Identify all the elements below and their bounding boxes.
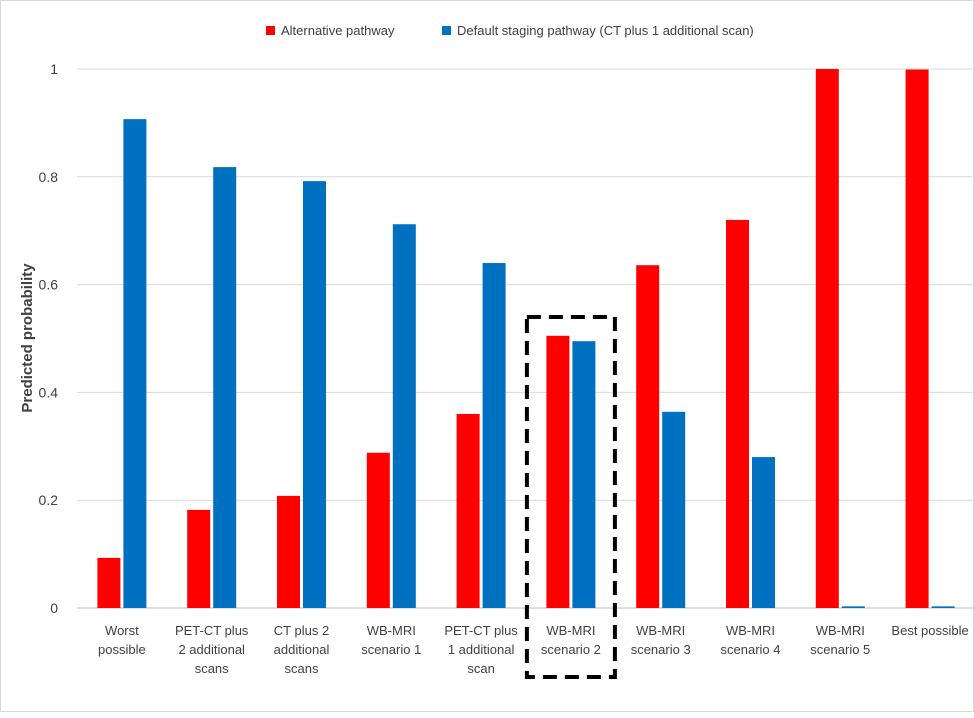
bar-alternative-8 [726,219,749,609]
x-tick-label-line: 2 additional [178,642,245,657]
y-tick-label: 1 [50,61,58,77]
x-tick-label: WB-MRI scenario 3 [631,623,691,657]
bar-alternative-6 [546,335,570,608]
x-tick-label: WB-MRI scenario 1 [361,623,421,657]
y-axis-ticks: 0 0.2 0.4 0.6 0.8 1 [39,61,59,616]
bar-alternative-2 [187,509,211,608]
x-tick-label-line: scans [285,661,319,676]
legend-swatch-alternative [266,26,275,35]
bar-alternative-9 [815,69,839,608]
bar-alternative-4 [366,452,390,608]
x-tick-label-line: scenario 5 [810,642,870,657]
highlight-box [524,315,617,679]
bar-default-1 [123,119,147,608]
x-tick-label-line: WB-MRI [816,623,865,638]
y-tick-label: 0.6 [39,277,59,293]
x-tick-label-line: PET-CT plus [444,623,518,638]
x-tick-label-line: scenario 2 [541,642,601,657]
y-tick-label: 0.4 [39,384,59,400]
x-tick-label: WB-MRI scenario 2 [541,623,601,657]
x-tick-label: Worst possible [98,623,146,657]
y-tick-label: 0.2 [39,492,59,508]
x-tick-label-line: Worst [105,623,139,638]
x-tick-label-line: scans [195,661,229,676]
bar-default-2 [213,167,237,608]
bar-alternative-5 [456,413,480,608]
bar-default-5 [482,263,506,608]
x-tick-label: Best possible [891,623,968,638]
x-tick-label-line: scenario 1 [361,642,421,657]
bar-default-7 [662,411,686,608]
x-tick-label-line: Best possible [891,623,968,638]
legend: Alternative pathway Default staging path… [266,23,754,38]
x-axis-labels: Worst possible PET-CT plus 2 additional scan… [98,623,969,676]
x-tick-label-line: possible [98,642,146,657]
x-tick-label-line: WB-MRI [726,623,775,638]
x-tick-label-line: scenario 4 [721,642,781,657]
bar-alternative-3 [277,495,300,608]
bar-alternative-1 [97,557,121,608]
bar-default-6 [572,341,596,608]
y-tick-label: 0.8 [39,169,59,185]
x-tick-label-line: PET-CT plus [175,623,249,638]
x-tick-label-line: scenario 3 [631,642,691,657]
bar-default-8 [752,457,775,608]
legend-label-default: Default staging pathway (CT plus 1 addit… [457,23,754,38]
bar-default-3 [303,181,326,608]
bars [97,69,955,609]
x-tick-label-line: additional [274,642,330,657]
bar-default-10 [931,606,955,608]
x-tick-label-line: CT plus 2 [274,623,329,638]
x-tick-label: PET-CT plus 1 additional scan [444,623,518,676]
legend-label-alternative: Alternative pathway [281,23,395,38]
x-tick-label-line: WB-MRI [636,623,685,638]
bar-default-4 [392,224,416,608]
x-tick-label-line: WB-MRI [546,623,595,638]
x-tick-label-line: scan [467,661,494,676]
bar-default-9 [841,606,865,608]
x-tick-label: CT plus 2 additional scans [274,623,330,676]
x-tick-label: PET-CT plus 2 additional scans [175,623,249,676]
x-tick-label-line: WB-MRI [367,623,416,638]
y-axis-title: Predicted probability [19,263,36,413]
bar-alternative-7 [636,265,660,608]
x-tick-label: WB-MRI scenario 5 [810,623,870,657]
y-tick-label: 0 [50,600,58,616]
bar-alternative-10 [905,69,929,608]
legend-swatch-default [442,26,451,35]
x-tick-label: WB-MRI scenario 4 [721,623,781,657]
x-tick-label-line: 1 additional [448,642,515,657]
